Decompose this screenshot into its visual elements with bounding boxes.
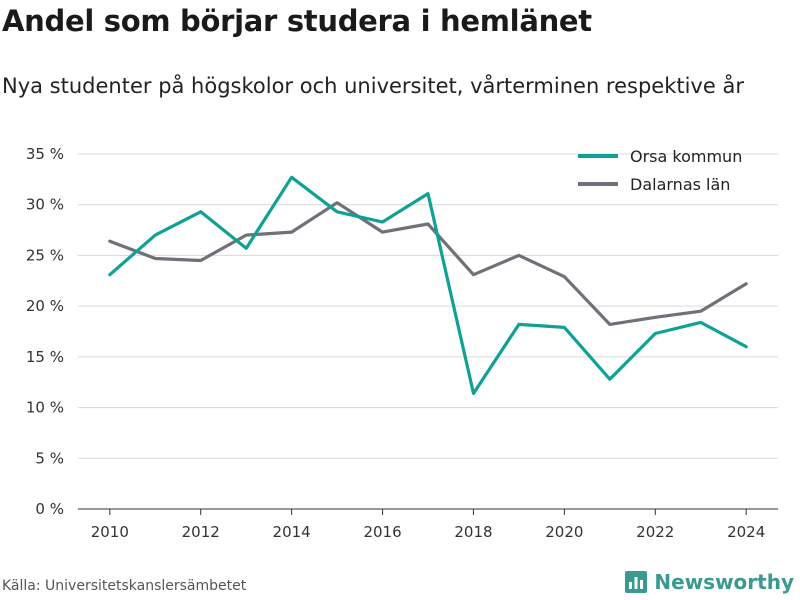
brand-name: Newsworthy	[654, 570, 794, 594]
y-tick-label: 35 %	[26, 145, 64, 163]
x-tick-label: 2022	[636, 523, 674, 541]
brand-logo: Newsworthy	[624, 570, 794, 594]
chart-title: Andel som börjar studera i hemlänet	[2, 4, 592, 38]
y-tick-label: 10 %	[26, 399, 64, 417]
x-tick-label: 2020	[545, 523, 583, 541]
series-line-orsa-kommun	[108, 175, 748, 395]
y-tick-label: 0 %	[35, 500, 64, 518]
series-line-dalarnas-lan	[108, 201, 748, 326]
y-tick-label: 25 %	[26, 246, 64, 264]
y-tick-label: 5 %	[35, 449, 64, 467]
x-tick-label: 2016	[363, 523, 401, 541]
x-tick-label: 2010	[91, 523, 129, 541]
y-tick-label: 15 %	[26, 348, 64, 366]
source-note: Källa: Universitetskanslersämbetet	[2, 578, 247, 594]
x-tick-label: 2018	[454, 523, 492, 541]
x-tick-label: 2024	[727, 523, 765, 541]
legend-label: Orsa kommun	[630, 147, 742, 166]
x-tick-label: 2012	[182, 523, 220, 541]
legend-label: Dalarnas län	[630, 175, 730, 194]
x-tick-label: 2014	[273, 523, 311, 541]
y-tick-label: 30 %	[26, 196, 64, 214]
chart-subtitle: Nya studenter på högskolor och universit…	[2, 74, 744, 98]
y-tick-label: 20 %	[26, 297, 64, 315]
bar-chart-logo-icon	[625, 571, 648, 593]
